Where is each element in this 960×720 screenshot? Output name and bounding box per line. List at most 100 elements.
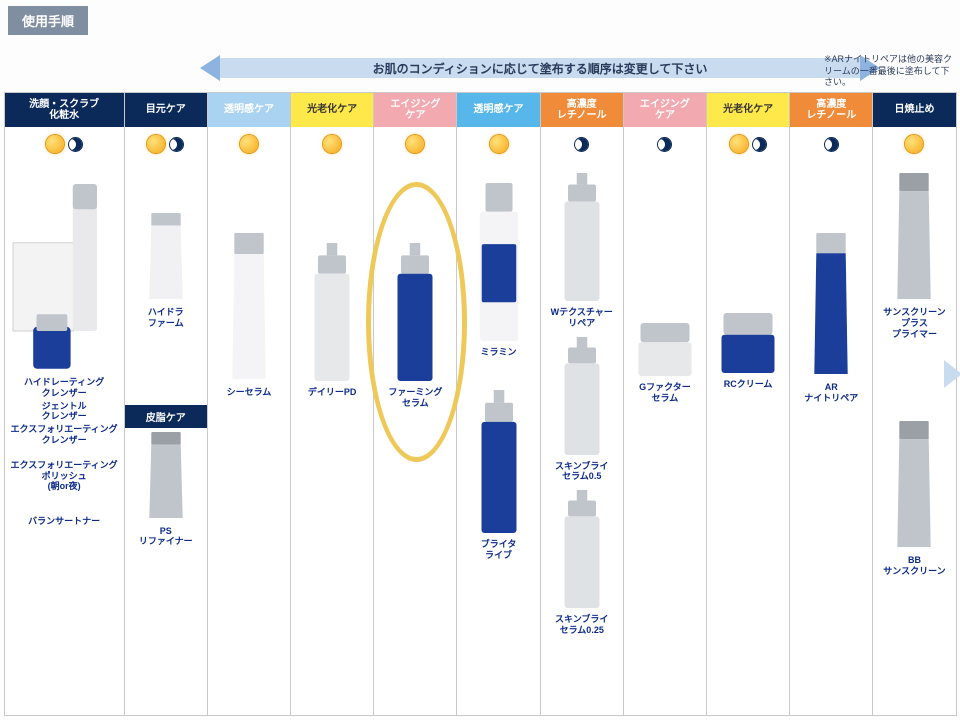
product-label: エクスフォリエーティングポリッシュ(朝or夜)	[5, 460, 124, 492]
product-label: スキンブライセラム0.5	[541, 461, 623, 483]
product-label: デイリーPD	[291, 387, 373, 398]
product	[707, 311, 789, 377]
sun-icon	[490, 135, 508, 153]
moon-icon	[824, 137, 839, 152]
product	[873, 171, 955, 305]
column-head: 透明感ケア	[457, 93, 539, 127]
product-label: スキンブライセラム0.25	[541, 614, 623, 636]
column-c1: 目元ケアハイドラファーム皮脂ケア PSリファイナー	[124, 92, 208, 716]
product	[291, 241, 373, 385]
time-icons	[291, 127, 373, 161]
column-body: シーセラム	[208, 161, 290, 715]
product-label: ミラミン	[457, 347, 539, 358]
column-body: RCクリーム	[707, 161, 789, 715]
time-icons	[374, 127, 456, 161]
moon-icon	[68, 137, 83, 152]
product-label: Gファクターセラム	[624, 382, 706, 404]
product-label: BBサンスクリーン	[873, 555, 955, 577]
column-body: デイリーPD	[291, 161, 373, 715]
column-head: 目元ケア	[125, 93, 207, 127]
product	[624, 321, 706, 380]
product	[208, 231, 290, 385]
product	[873, 419, 955, 553]
column-head: エイジングケア	[374, 93, 456, 127]
sun-icon	[46, 135, 64, 153]
column-c2: 透明感ケアシーセラム	[207, 92, 291, 716]
order-banner: お肌のコンディションに応じて塗布する順序は変更して下さい	[200, 55, 880, 81]
time-icons	[707, 127, 789, 161]
column-c3: 光老化ケアデイリーPD	[290, 92, 374, 716]
banner-text: お肌のコンディションに応じて塗布する順序は変更して下さい	[220, 58, 860, 78]
sub-header: 皮脂ケア	[125, 405, 207, 428]
moon-icon	[574, 137, 589, 152]
column-body: ARナイトリペア	[790, 161, 872, 715]
column-c9: 高濃度レチノールARナイトリペア	[789, 92, 873, 716]
product	[541, 488, 623, 612]
product	[457, 388, 539, 537]
time-icons	[5, 127, 124, 161]
product-label: エクスフォリエーティングクレンザー	[5, 424, 124, 446]
arrow-left-icon	[200, 55, 220, 81]
product	[5, 161, 124, 375]
column-head: 光老化ケア	[291, 93, 373, 127]
sun-icon	[240, 135, 258, 153]
product	[541, 171, 623, 305]
time-icons	[624, 127, 706, 161]
column-head: 透明感ケア	[208, 93, 290, 127]
column-body: ミラミンブライタライブ	[457, 161, 539, 715]
product-label: Wテクスチャーリペア	[541, 307, 623, 329]
column-body: ハイドレーティングクレンザージェントルクレンザーエクスフォリエーティングクレンザ…	[5, 161, 124, 715]
product-label: ARナイトリペア	[790, 382, 872, 404]
column-c8: 光老化ケア RCクリーム	[706, 92, 790, 716]
sun-icon	[730, 135, 748, 153]
column-head: 高濃度レチノール	[541, 93, 623, 127]
product	[125, 430, 207, 524]
product-label: ファーミングセラム	[374, 387, 456, 409]
column-body: Wテクスチャーリペアスキンブライセラム0.5 スキンブライセラム0.25	[541, 161, 623, 715]
column-body: ハイドラファーム皮脂ケア PSリファイナー	[125, 161, 207, 715]
header-tag: 使用手順	[8, 6, 88, 35]
column-head: 日焼止め	[873, 93, 955, 127]
product-label: ジェントルクレンザー	[5, 401, 124, 423]
time-icons	[457, 127, 539, 161]
time-icons	[125, 127, 207, 161]
time-icons	[541, 127, 623, 161]
column-body: ファーミングセラム	[374, 161, 456, 715]
column-c0: 洗顔・スクラブ化粧水ハイドレーティングクレンザージェントルクレンザーエクスフォリ…	[4, 92, 125, 716]
column-c5: 透明感ケアミラミンブライタライブ	[456, 92, 540, 716]
product-label: ハイドラファーム	[125, 307, 207, 329]
product-label: RCクリーム	[707, 379, 789, 390]
column-c10: 日焼止めサンスクリーンプラスプライマー BBサンスクリーン	[872, 92, 956, 716]
product	[541, 335, 623, 459]
column-head: 光老化ケア	[707, 93, 789, 127]
product-label: ハイドレーティングクレンザー	[5, 377, 124, 399]
time-icons	[208, 127, 290, 161]
product-label: シーセラム	[208, 387, 290, 398]
sun-icon	[147, 135, 165, 153]
column-head: エイジングケア	[624, 93, 706, 127]
column-c4: エイジングケアファーミングセラム	[373, 92, 457, 716]
product	[457, 181, 539, 345]
product-label: PSリファイナー	[125, 526, 207, 548]
moon-icon	[169, 137, 184, 152]
column-head: 洗顔・スクラブ化粧水	[5, 93, 124, 127]
moon-icon	[752, 137, 767, 152]
sun-icon	[406, 135, 424, 153]
routine-grid: 洗顔・スクラブ化粧水ハイドレーティングクレンザージェントルクレンザーエクスフォリ…	[4, 92, 956, 716]
product-label: バランサートナー	[5, 516, 124, 527]
moon-icon	[657, 137, 672, 152]
product-label: サンスクリーンプラスプライマー	[873, 307, 955, 339]
column-body: サンスクリーンプラスプライマー BBサンスクリーン	[873, 161, 955, 715]
time-icons	[873, 127, 955, 161]
continue-arrow-icon	[944, 360, 960, 388]
column-body: Gファクターセラム	[624, 161, 706, 715]
sun-icon	[323, 135, 341, 153]
column-c6: 高濃度レチノール Wテクスチャーリペアスキンブライセラム0.5 スキンブライセラム0…	[540, 92, 624, 716]
time-icons	[790, 127, 872, 161]
product	[790, 231, 872, 380]
product	[125, 211, 207, 305]
ar-note: ※ARナイトリペアは他の美容クリームの一番最後に塗布して下さい。	[824, 54, 954, 89]
product	[374, 241, 456, 385]
product-label: ブライタライブ	[457, 539, 539, 561]
sun-icon	[905, 135, 923, 153]
